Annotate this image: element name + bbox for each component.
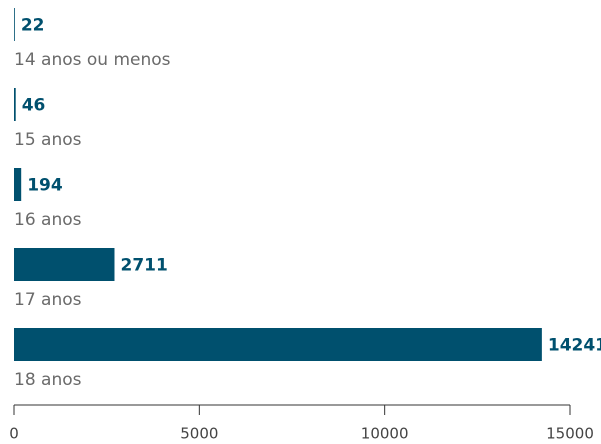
bar: [14, 328, 542, 361]
x-tick-label: 0: [9, 425, 19, 443]
value-label: 22: [21, 16, 45, 36]
category-label: 14 anos ou menos: [14, 50, 171, 70]
category-label: 18 anos: [14, 370, 82, 390]
bar: [14, 8, 15, 41]
value-label: 46: [22, 96, 46, 116]
x-tick-label: 10000: [361, 425, 409, 443]
x-tick-label: 5000: [180, 425, 218, 443]
category-label: 17 anos: [14, 290, 82, 310]
bar: [14, 88, 16, 121]
value-label: 2711: [120, 256, 167, 276]
value-label: 194: [27, 176, 63, 196]
category-label: 16 anos: [14, 210, 82, 230]
bar: [14, 168, 22, 201]
bar: [14, 248, 115, 281]
x-tick-label: 15000: [546, 425, 594, 443]
category-label: 15 anos: [14, 130, 82, 150]
